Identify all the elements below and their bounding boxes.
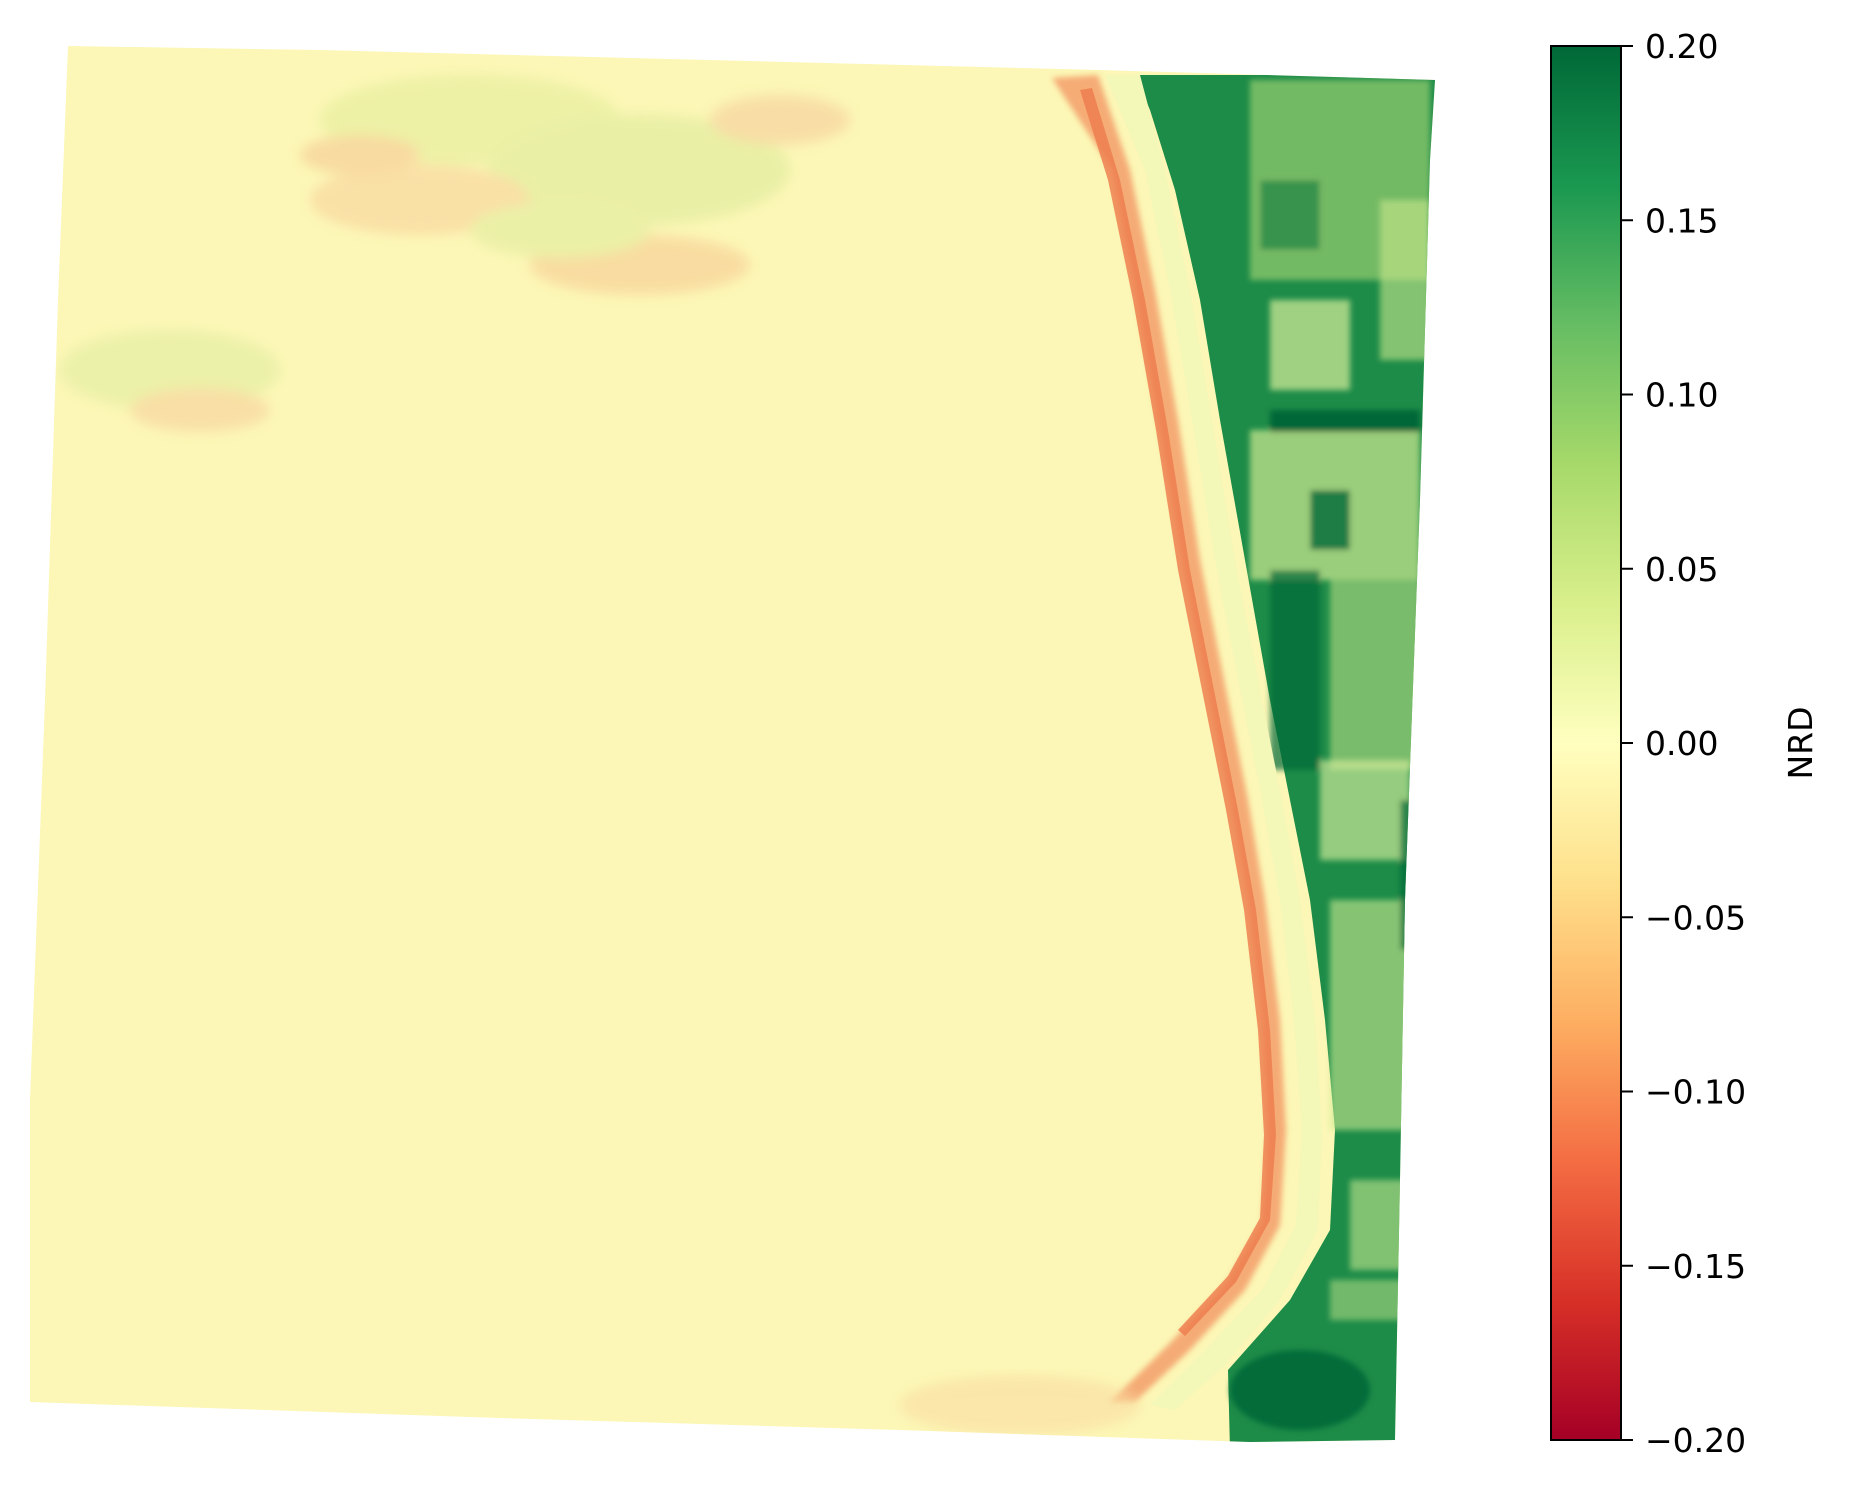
colorbar-tick-label: 0.00: [1645, 724, 1718, 763]
heatmap-image: [30, 46, 1435, 1442]
colorbar-tick-label: 0.15: [1645, 201, 1718, 240]
colorbar: 0.20 0.15 0.10 0.05 0.00 −0.05 −0.10 −0.15 −0.20…: [1550, 27, 1820, 1460]
colorbar-tick-label: −0.15: [1645, 1247, 1746, 1286]
colorbar-tick-label: −0.05: [1645, 898, 1746, 937]
colorbar-ticks: 0.20 0.15 0.10 0.05 0.00 −0.05 −0.10 −0.15 −0.20: [1621, 27, 1746, 1460]
colorbar-tick-label: −0.20: [1645, 1421, 1746, 1460]
colorbar-tick-label: −0.10: [1645, 1073, 1746, 1112]
colorbar-label: NRD: [1781, 706, 1820, 779]
colorbar-tick-label: 0.10: [1645, 376, 1718, 415]
colorbar-gradient: [1550, 45, 1622, 1441]
heatmap-bottom-shade: [900, 1375, 1140, 1435]
colorbar-tick-label: 0.05: [1645, 550, 1718, 589]
heatmap-land-texture: [1230, 80, 1430, 1430]
heatmap-texture-patches: [60, 75, 850, 432]
colorbar-tick-label: 0.20: [1645, 27, 1718, 66]
